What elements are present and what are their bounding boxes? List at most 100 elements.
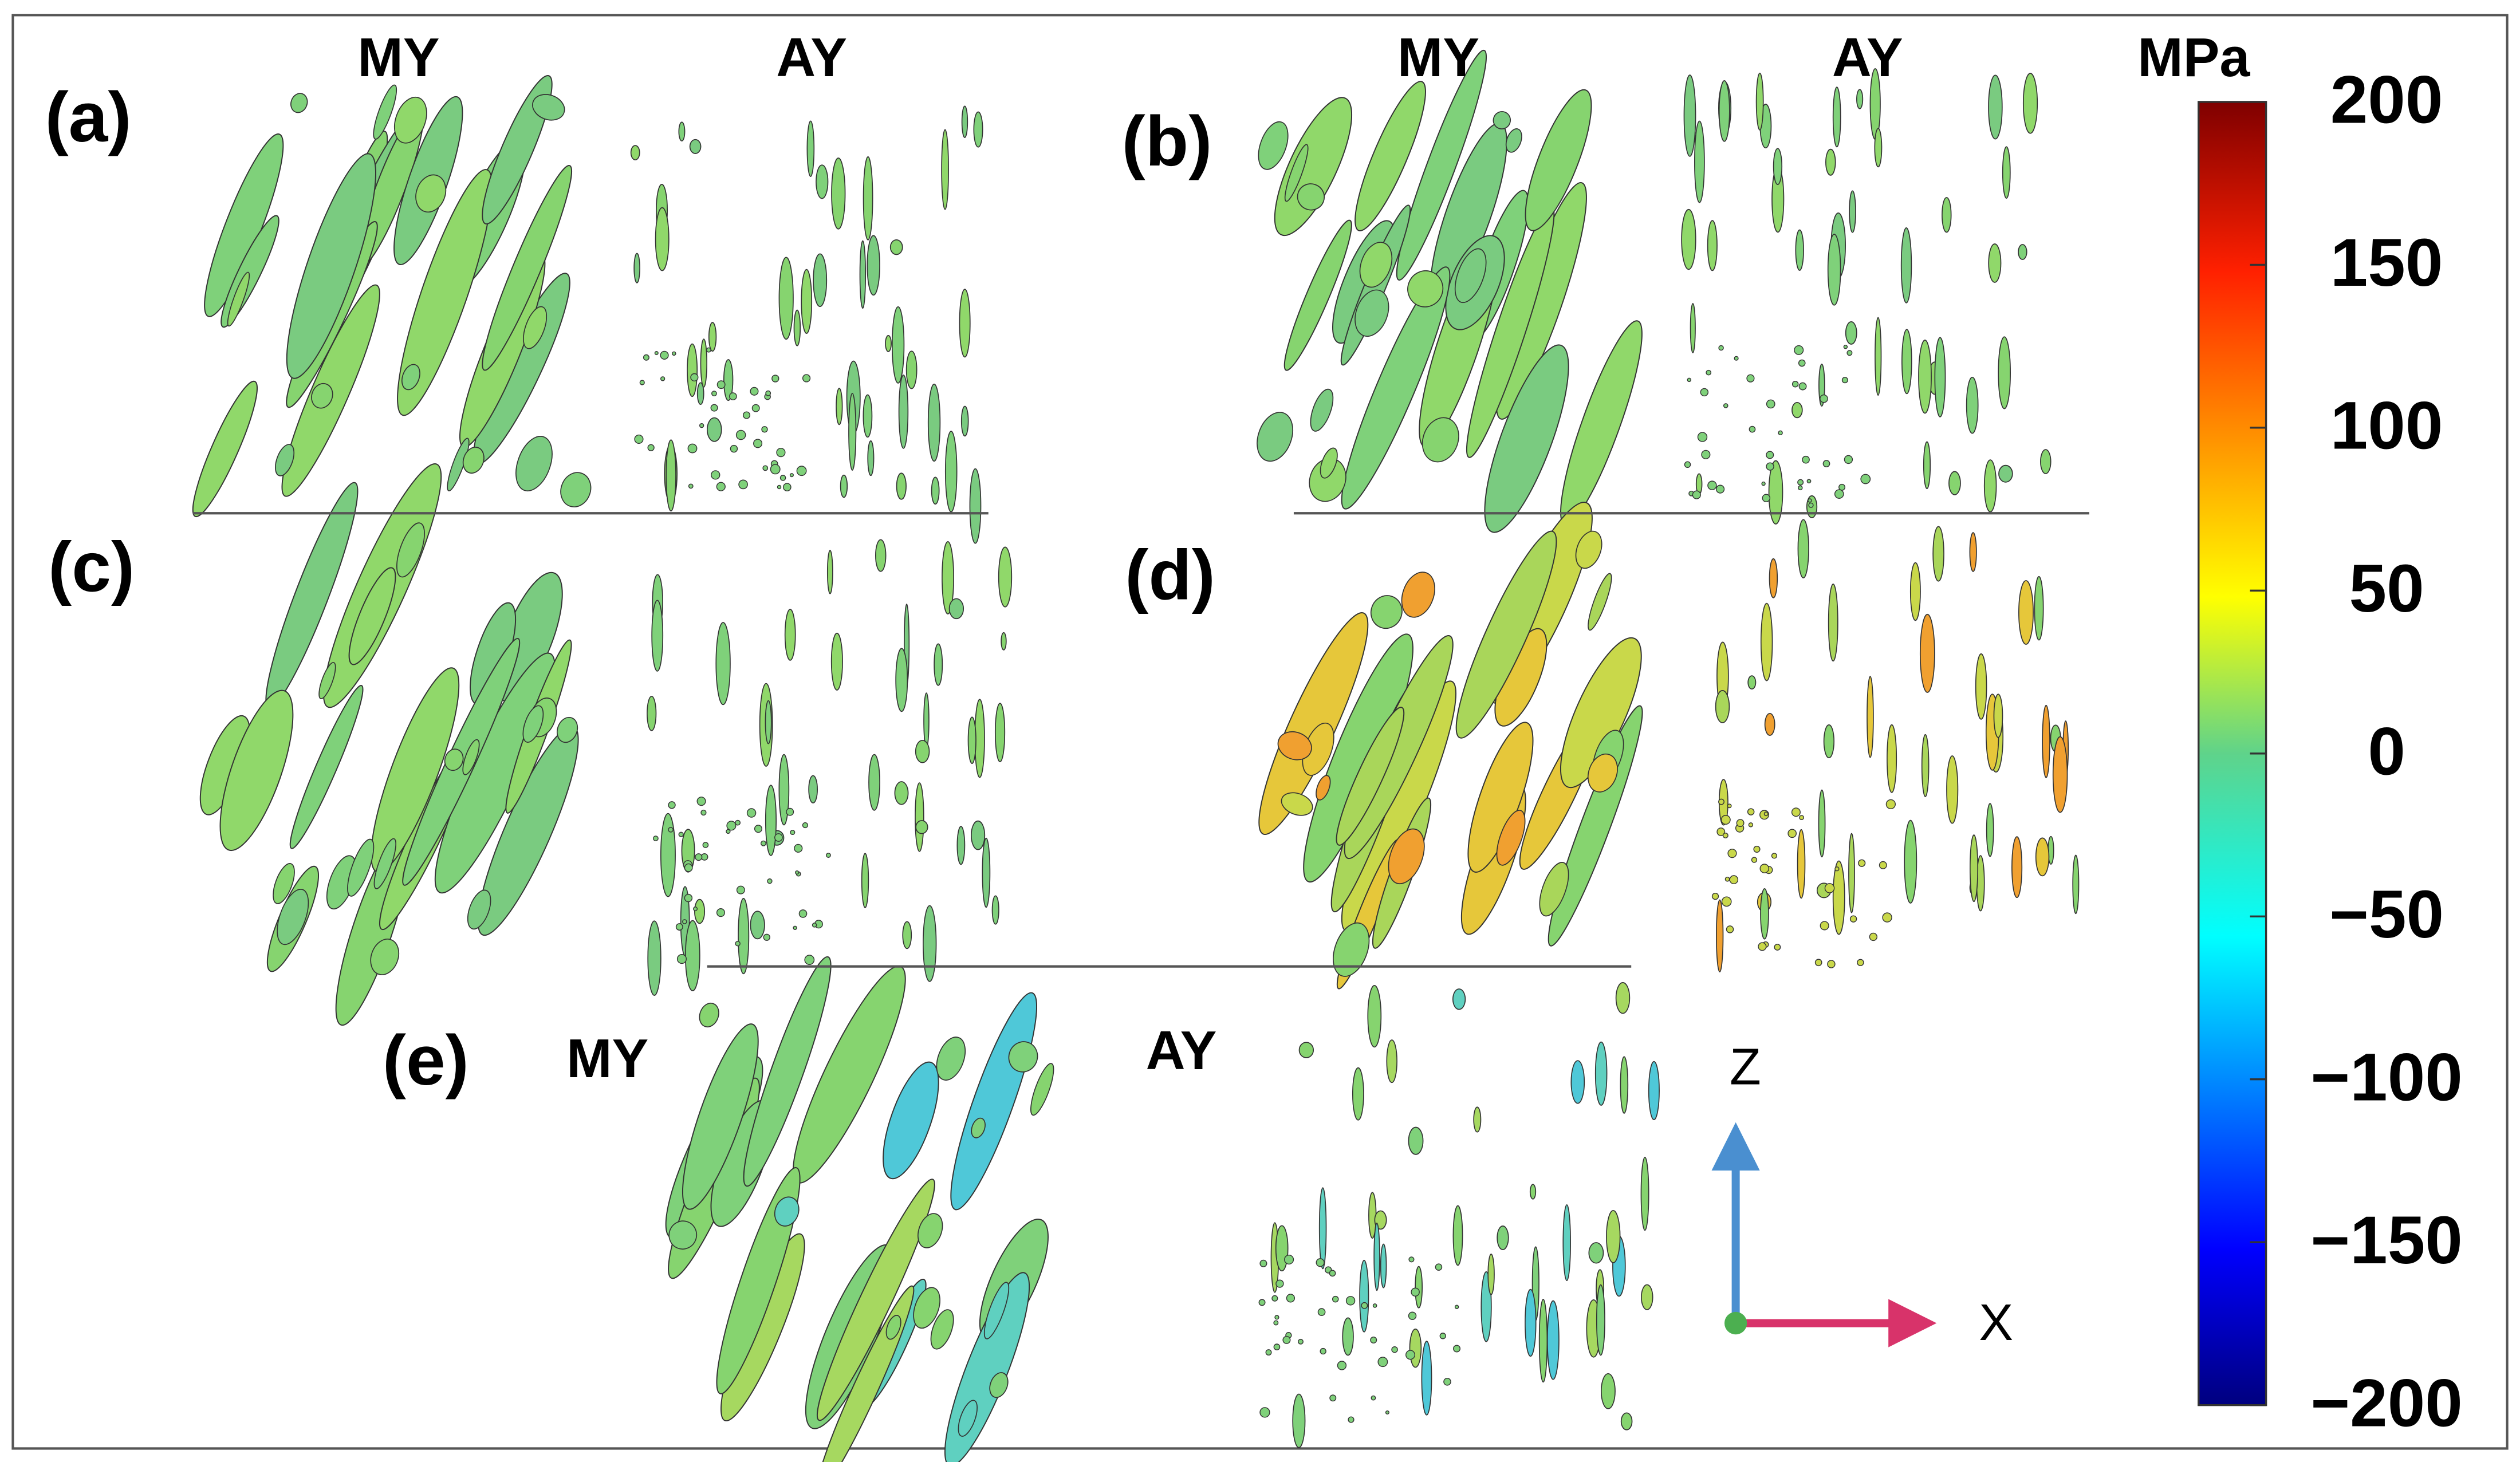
grain <box>1869 932 1878 941</box>
grain <box>523 306 548 349</box>
grain <box>1948 471 1961 495</box>
grain <box>696 797 706 806</box>
grain <box>825 853 831 858</box>
grain <box>808 775 818 804</box>
grain <box>936 1037 966 1081</box>
grain <box>286 153 376 379</box>
grain <box>989 1372 1009 1398</box>
grain <box>708 322 717 352</box>
colorbar-tick-label: −150 <box>2310 1202 2462 1278</box>
colorbar-unit: MPa <box>2137 27 2250 88</box>
grain <box>934 643 943 686</box>
colorbar-tick-label: −50 <box>2329 876 2444 952</box>
grain <box>1606 1209 1621 1263</box>
grain <box>699 423 704 428</box>
grain <box>826 550 833 594</box>
grain <box>983 1282 1010 1339</box>
grain <box>1827 960 1836 968</box>
colorbar-tick-label: 150 <box>2330 224 2443 300</box>
grain <box>1408 1311 1417 1321</box>
grain <box>761 426 768 433</box>
grain <box>1282 1335 1291 1344</box>
grain <box>1797 829 1806 899</box>
grain <box>1258 612 1369 836</box>
grain <box>1759 864 1770 873</box>
grain <box>994 703 1006 763</box>
grain <box>1858 859 1866 867</box>
grain <box>1681 208 1696 270</box>
grain <box>848 392 857 471</box>
grain <box>915 739 930 763</box>
grain <box>967 716 976 765</box>
grain <box>1284 144 1309 202</box>
grain <box>1919 613 1935 693</box>
panel-label: (b) <box>1122 102 1212 181</box>
grain <box>918 1213 943 1248</box>
grain <box>930 1309 954 1350</box>
grain <box>653 836 659 841</box>
grain <box>1030 1063 1054 1116</box>
grain <box>867 440 875 476</box>
grain <box>415 174 447 213</box>
grain <box>1310 388 1334 432</box>
grain <box>1762 494 1771 502</box>
grain <box>700 338 707 388</box>
grain <box>311 383 333 409</box>
grain <box>1683 74 1696 157</box>
grain <box>716 482 726 491</box>
grain <box>1620 1412 1633 1431</box>
grain <box>786 807 794 816</box>
grain <box>1336 707 1405 846</box>
y-axis-origin <box>1724 1311 1747 1335</box>
grain <box>1284 1254 1294 1265</box>
grain <box>736 885 745 894</box>
grain <box>634 434 644 444</box>
grain <box>1766 399 1775 409</box>
grain <box>1690 303 1696 353</box>
grain <box>1843 344 1848 349</box>
grain <box>676 954 687 964</box>
grain <box>1746 374 1755 383</box>
grain <box>1721 896 1732 907</box>
grain <box>1318 1187 1327 1270</box>
grain <box>1722 832 1728 838</box>
grain <box>743 956 832 1187</box>
grain <box>1587 753 1618 793</box>
grain <box>1885 799 1896 810</box>
grain <box>654 351 659 356</box>
grain <box>693 907 698 912</box>
grain <box>1798 359 1806 367</box>
map-title: MY <box>566 1028 648 1089</box>
grain <box>1641 1284 1653 1310</box>
grain <box>891 306 905 384</box>
grain <box>1988 243 2002 283</box>
grain <box>1380 1243 1387 1288</box>
grain <box>1396 49 1487 281</box>
colorbar-tick-label: −100 <box>2310 1039 2462 1114</box>
grain <box>1348 1416 1354 1423</box>
grain <box>1718 80 1730 142</box>
grain <box>482 165 572 371</box>
grain <box>1452 988 1466 1010</box>
grain <box>1791 807 1801 817</box>
grain <box>1904 819 1917 904</box>
grain <box>1729 875 1739 884</box>
grain <box>795 870 800 875</box>
grain <box>1258 121 1289 170</box>
grain <box>894 781 909 805</box>
grain <box>1797 519 1809 578</box>
grain <box>1409 1329 1422 1368</box>
grain <box>777 484 782 490</box>
grain <box>1701 450 1711 459</box>
grain <box>1875 317 1882 396</box>
grain <box>1834 489 1844 499</box>
grain <box>655 207 670 271</box>
grain <box>798 909 808 918</box>
grain <box>1758 942 1767 951</box>
grain <box>1797 479 1804 486</box>
grain <box>219 689 294 852</box>
grain <box>942 541 954 614</box>
grain <box>1901 329 1912 395</box>
grain <box>1798 485 1803 491</box>
grain <box>969 468 982 544</box>
